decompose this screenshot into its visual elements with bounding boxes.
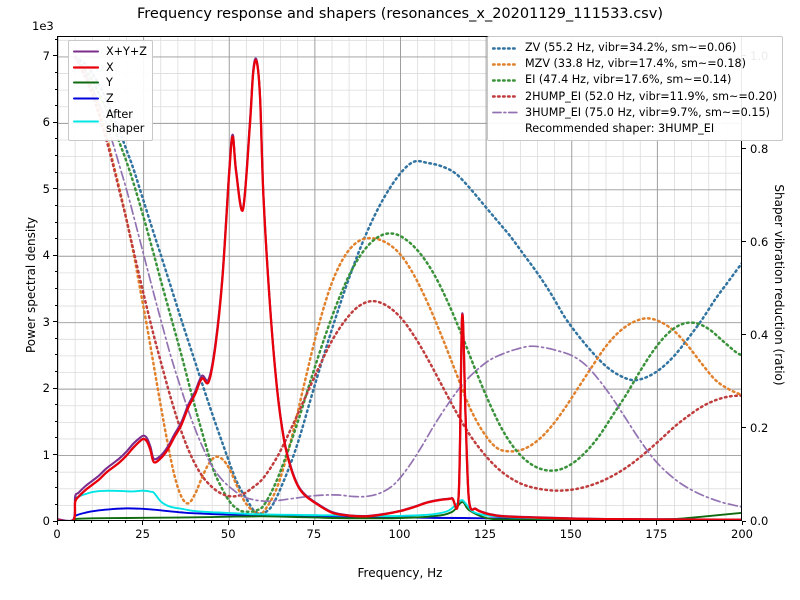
y-tick-label-right: 0.2: [750, 420, 769, 435]
legend-entry-label: 2HUMP_EI (52.0 Hz, vibr=11.9%, sm~=0.20): [525, 89, 778, 103]
y-tick-label-left: 6: [42, 115, 50, 130]
legend-line-swatch-icon: [73, 77, 99, 88]
legend-line-swatch-icon: [73, 116, 99, 127]
legend-signals[interactable]: X+Y+Z X Y Z After shaper: [68, 40, 153, 141]
legend-line-swatch-icon: [492, 59, 518, 70]
x-tick-label: 0: [53, 527, 61, 541]
legend-entry-shaper[interactable]: MZV (33.8 Hz, vibr=17.4%, sm~=0.18): [492, 56, 777, 72]
y-tick-label-left: 3: [42, 314, 50, 329]
x-axis-label: Frequency, Hz: [357, 566, 443, 580]
legend-entry-label: After shaper: [106, 108, 145, 135]
x-tick-label: 125: [474, 527, 497, 541]
x-tick-label: 75: [306, 527, 322, 541]
y-tick-label-right: 0.4: [750, 327, 769, 342]
recommended-shaper-note: Recommended shaper: 3HUMP_EI: [525, 122, 715, 136]
y-tick-label-left: 2: [42, 381, 50, 396]
legend-entry-label: ZV (55.2 Hz, vibr=34.2%, sm~=0.06): [525, 41, 737, 55]
y-tick-label-right: 0.8: [750, 141, 769, 156]
x-tick-label: 100: [388, 527, 411, 541]
legend-line-swatch-icon: [73, 93, 99, 104]
x-tick-label: 25: [135, 527, 150, 541]
y-tick-label-right: 0.6: [750, 234, 769, 249]
legend-line-swatch-icon: [73, 62, 99, 73]
y-tick-label-right: 0.0: [750, 514, 769, 528]
legend-line-swatch-icon: [492, 91, 518, 102]
legend-entry-label: Y: [106, 76, 113, 89]
y-axis-label-left: Power spectral density: [24, 216, 38, 354]
x-tick-label: 200: [731, 527, 753, 541]
legend-entry-signal[interactable]: Z: [73, 91, 147, 107]
chart-title: Frequency response and shapers (resonanc…: [137, 6, 663, 22]
legend-entry-label: MZV (33.8 Hz, vibr=17.4%, sm~=0.18): [525, 57, 746, 71]
y-tick-label-left: 5: [42, 181, 50, 196]
legend-line-swatch-icon: [492, 75, 518, 86]
legend-entry-signal[interactable]: X+Y+Z: [73, 44, 147, 60]
legend-entry-shaper[interactable]: ZV (55.2 Hz, vibr=34.2%, sm~=0.06): [492, 40, 777, 56]
legend-line-swatch-icon: [492, 43, 518, 54]
legend-entry-label: Z: [106, 91, 114, 105]
legend-entry-signal[interactable]: Y: [73, 75, 147, 91]
legend-entry-label: 3HUMP_EI (75.0 Hz, vibr=9.7%, sm~=0.15): [525, 105, 770, 119]
legend-entry-shaper[interactable]: 2HUMP_EI (52.0 Hz, vibr=11.9%, sm~=0.20): [492, 88, 777, 104]
x-tick-label: 150: [559, 527, 582, 541]
y-axis-label-right: Shaper vibration reduction (ratio): [772, 184, 786, 386]
legend-line-swatch-icon: [73, 46, 99, 57]
x-tick-label: 50: [220, 527, 236, 541]
grid-layer: [58, 37, 741, 520]
legend-entry-label: EI (47.4 Hz, vibr=17.6%, sm~=0.14): [525, 73, 732, 87]
legend-entry-signal[interactable]: After shaper: [73, 106, 147, 137]
x-tick-label: 175: [645, 527, 668, 541]
legend-shapers[interactable]: ZV (55.2 Hz, vibr=34.2%, sm~=0.06) MZV (3…: [487, 36, 784, 141]
legend-line-swatch-icon: [492, 107, 518, 118]
y-tick-label-left: 0: [42, 514, 50, 528]
y-tick-label-left: 4: [42, 248, 50, 263]
curves-layer: [58, 55, 741, 520]
legend-entry-signal[interactable]: X: [73, 60, 147, 76]
legend-entry-label: X+Y+Z: [106, 45, 147, 58]
legend-entry-shaper[interactable]: 3HUMP_EI (75.0 Hz, vibr=9.7%, sm~=0.15): [492, 104, 777, 120]
y-tick-label-left: 7: [42, 48, 50, 63]
legend-entry-shaper[interactable]: EI (47.4 Hz, vibr=17.6%, sm~=0.14): [492, 72, 777, 88]
legend-entry-label: X: [106, 60, 114, 74]
y-tick-label-left: 1: [42, 447, 50, 462]
y-axis-offset-text: 1e3: [32, 19, 54, 33]
